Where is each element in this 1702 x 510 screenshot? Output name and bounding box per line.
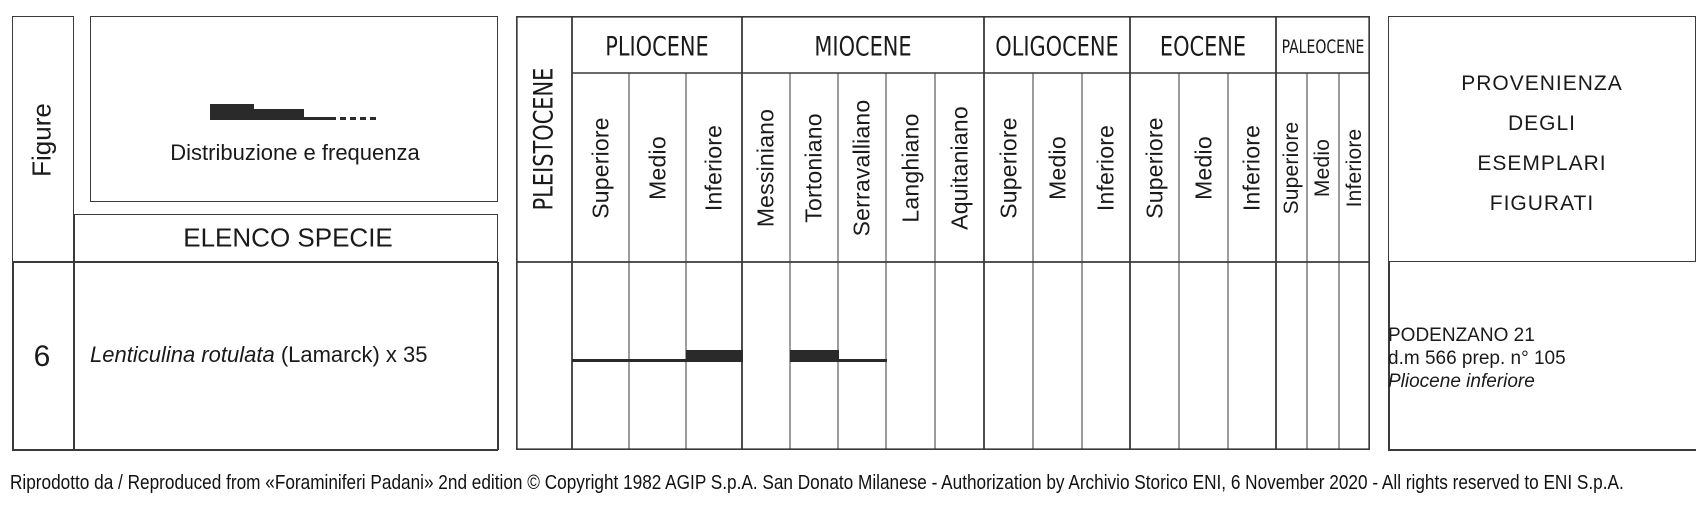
- period-label-miocene: MIOCENE: [814, 31, 912, 62]
- species-list-label: ELENCO SPECIE: [183, 222, 393, 253]
- distribution-bar-miocene-serravalliano: [838, 359, 887, 362]
- left-body-bottom-border: [12, 449, 498, 451]
- species-author: (Lamarck) x 35: [280, 342, 428, 367]
- provenance-body-left-border: [1388, 262, 1390, 450]
- distribution-bar-miocene-tortoniano: [790, 350, 839, 362]
- provenance-sample: d.m 566 prep. n° 105: [1388, 348, 1566, 369]
- period-label-pliocene: PLIOCENE: [605, 31, 709, 62]
- provenance-line-2: DEGLI: [1507, 112, 1577, 135]
- provenance-line-3: ESEMPLARI: [1477, 152, 1607, 175]
- period-label-oligocene: OLIGOCENE: [995, 31, 1119, 62]
- provenance-header-text: PROVENIENZA DEGLI ESEMPLARI FIGURATI: [1388, 64, 1696, 224]
- figure-number: 6: [33, 340, 51, 373]
- figure-column-label: Figure: [26, 103, 57, 177]
- distribution-bar-pliocene-superiore: [572, 359, 630, 362]
- distribution-bar-pliocene-medio: [629, 359, 687, 362]
- species-name: Lenticulina rotulata (Lamarck) x 35: [90, 342, 428, 368]
- left-body-divider: [73, 262, 75, 450]
- left-body-right-border: [497, 262, 499, 450]
- left-body-left-border: [12, 262, 14, 450]
- copyright-footer: Riprodotto da / Reproduced from «Foramin…: [10, 472, 1624, 494]
- chart-grid: [516, 16, 1370, 450]
- provenance-location: PODENZANO 21: [1388, 325, 1535, 346]
- distribution-legend-label: Distribuzione e frequenza: [170, 140, 420, 165]
- species-name-italic: Lenticulina rotulata: [90, 342, 275, 367]
- distribution-bar-pliocene-inferiore: [686, 350, 743, 362]
- provenance-body-bottom-border: [1388, 449, 1696, 451]
- provenance-line-4: FIGURATI: [1489, 192, 1595, 215]
- stratigraphic-chart: PLEISTOCENE PLIOCENE Superiore Medio Inferio…: [516, 16, 1370, 450]
- provenance-details: PODENZANO 21 d.m 566 prep. n° 105 Plioce…: [1388, 324, 1566, 393]
- period-label-eocene: EOCENE: [1159, 31, 1247, 62]
- period-label-paleocene: PALEOCENE: [1281, 35, 1365, 58]
- frequency-legend-icon: [210, 104, 380, 124]
- provenance-line-1: PROVENIENZA: [1461, 72, 1623, 95]
- provenance-age: Pliocene inferiore: [1388, 371, 1535, 392]
- distribution-legend-box: [90, 16, 498, 202]
- provenance-header: [1388, 16, 1696, 262]
- left-body-top-border: [12, 261, 498, 263]
